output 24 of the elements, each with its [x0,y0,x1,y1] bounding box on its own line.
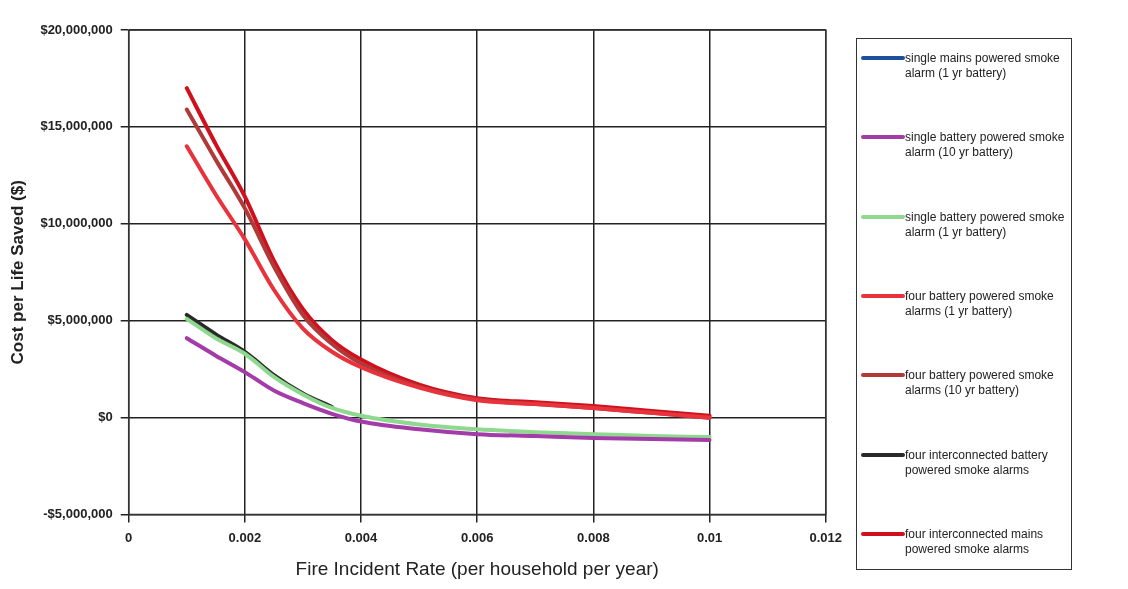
y-axis-title: Cost per Life Saved ($) [7,180,27,365]
x-tick-label: 0.006 [460,529,494,545]
y-tick-label: -$5,000,000 [43,506,113,522]
x-tick-label: 0 [125,529,133,545]
legend-label: four interconnected battery powered smoke alarms [905,447,1049,478]
legend-label: single mains powered smoke alarm (1 yr battery) [905,51,1061,81]
legend-label: four battery powered smoke alarms (1 yr battery) [905,288,1055,319]
line-series [184,336,712,442]
legend-label: four interconnected mains powered smoke alarms [905,526,1045,557]
x-axis-title: Fire Incident Rate (per household per year) [295,557,659,579]
x-tick-label: 0.008 [577,529,610,545]
x-tick-label: 0.004 [344,529,379,545]
legend-label: single battery powered smoke alarm (1 yr battery) [905,209,1066,240]
y-tick-label: $10,000,000 [40,215,113,231]
x-tick-label: 0.012 [809,529,843,545]
y-tick-label: $5,000,000 [47,312,113,328]
legend-label: four battery powered smoke alarms (10 yr battery) [905,368,1055,399]
x-tick-label: 0.002 [228,529,262,545]
y-tick-label: $15,000,000 [40,118,113,134]
line-series [184,316,712,440]
y-tick-label: $0 [98,409,113,425]
legend-label: single battery powered smoke alarm (10 yr battery) [905,130,1066,161]
x-tick-label: 0.01 [696,529,723,545]
y-tick-label: $20,000,000 [40,21,113,37]
